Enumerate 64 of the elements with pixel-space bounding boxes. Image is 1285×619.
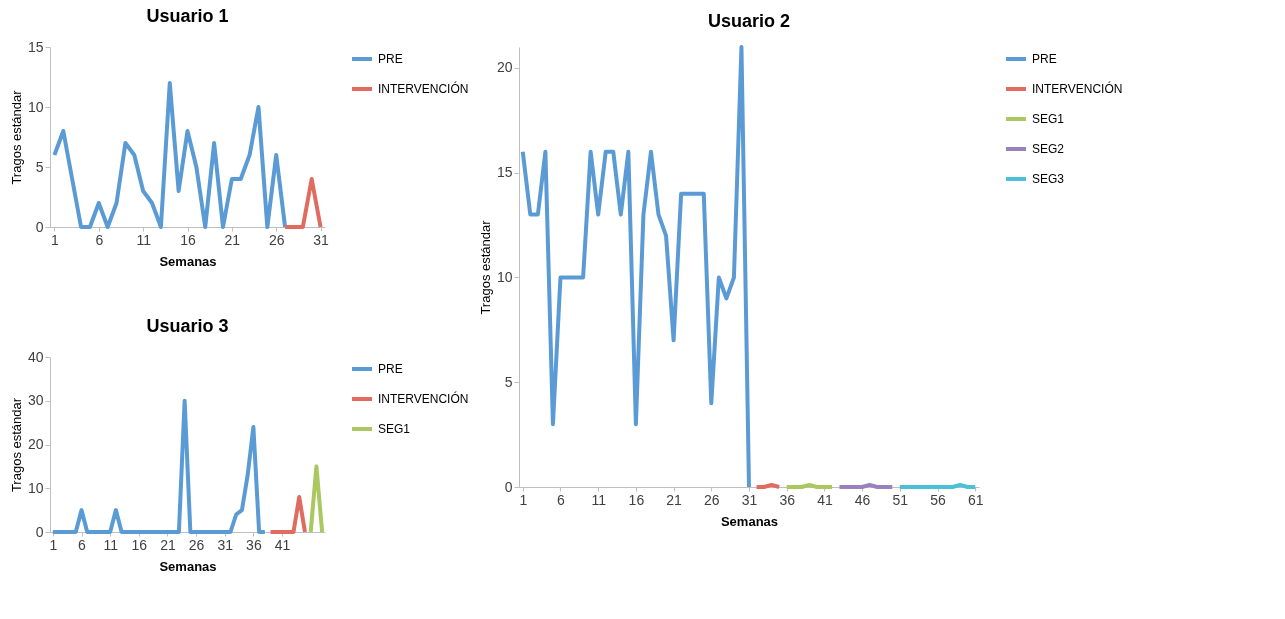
y-tick-label: 20 bbox=[496, 59, 513, 76]
x-tick-label: 26 bbox=[268, 231, 285, 248]
x-tick-label: 16 bbox=[180, 231, 196, 248]
x-tick-label: 1 bbox=[519, 491, 528, 508]
y-axis-title: Tragos estándar bbox=[8, 397, 24, 493]
x-tick-label: 6 bbox=[95, 231, 104, 248]
legend-label: PRE bbox=[1032, 52, 1057, 66]
x-tick-label: 61 bbox=[967, 491, 984, 508]
x-tick-label: 26 bbox=[704, 491, 720, 508]
legend-label: PRE bbox=[378, 362, 403, 376]
x-tick-label: 51 bbox=[892, 491, 909, 508]
legend-label: INTERVENCIÓN bbox=[378, 391, 469, 406]
x-tick-label: 6 bbox=[78, 536, 87, 553]
legend-label: SEG1 bbox=[378, 422, 411, 436]
legend-label: SEG1 bbox=[1032, 112, 1065, 126]
x-tick-label: 21 bbox=[160, 536, 176, 553]
y-tick-label: 15 bbox=[496, 164, 513, 181]
legend-label: INTERVENCIÓN bbox=[1032, 81, 1123, 96]
x-axis-title: Semanas bbox=[159, 253, 217, 269]
x-tick-label: 31 bbox=[741, 491, 758, 508]
y-tick-label: 0 bbox=[35, 523, 44, 540]
x-tick-label: 16 bbox=[628, 491, 645, 508]
y-tick-label: 10 bbox=[27, 479, 44, 496]
x-tick-label: 31 bbox=[313, 231, 330, 248]
x-tick-label: 36 bbox=[246, 536, 262, 553]
y-tick-label: 5 bbox=[504, 373, 513, 390]
legend-label: PRE bbox=[378, 52, 403, 66]
y-tick-label: 15 bbox=[27, 38, 44, 55]
y-axis-title: Tragos estándar bbox=[8, 89, 24, 185]
x-tick-label: 1 bbox=[51, 231, 60, 248]
x-tick-label: 11 bbox=[136, 231, 152, 248]
y-tick-label: 40 bbox=[27, 348, 44, 365]
chart-title: Usuario 2 bbox=[707, 11, 791, 31]
legend-label: SEG2 bbox=[1032, 142, 1065, 156]
x-tick-label: 46 bbox=[854, 491, 871, 508]
x-axis-title: Semanas bbox=[720, 513, 779, 529]
x-tick-label: 21 bbox=[666, 491, 683, 508]
x-tick-label: 11 bbox=[103, 536, 119, 553]
y-tick-label: 5 bbox=[35, 158, 44, 175]
x-tick-label: 31 bbox=[217, 536, 234, 553]
y-axis-title: Tragos estándar bbox=[477, 219, 493, 315]
chart-title: Usuario 3 bbox=[146, 316, 229, 336]
y-tick-label: 0 bbox=[35, 218, 44, 235]
x-tick-label: 1 bbox=[49, 536, 58, 553]
legend-label: SEG3 bbox=[1032, 172, 1065, 186]
x-axis-title: Semanas bbox=[159, 558, 217, 574]
x-tick-label: 26 bbox=[188, 536, 205, 553]
chart-title: Usuario 1 bbox=[146, 6, 229, 26]
x-tick-label: 6 bbox=[557, 491, 566, 508]
x-tick-label: 56 bbox=[930, 491, 947, 508]
y-tick-label: 20 bbox=[27, 436, 44, 452]
x-tick-label: 36 bbox=[779, 491, 796, 508]
x-tick-label: 11 bbox=[591, 491, 607, 508]
x-tick-label: 41 bbox=[274, 536, 291, 553]
x-tick-label: 21 bbox=[224, 231, 241, 248]
x-tick-label: 16 bbox=[131, 536, 148, 553]
y-tick-label: 0 bbox=[504, 478, 513, 495]
y-tick-label: 30 bbox=[27, 392, 44, 409]
y-tick-label: 10 bbox=[27, 98, 44, 115]
x-tick-label: 41 bbox=[817, 491, 833, 508]
line-series bbox=[52, 81, 288, 229]
line-series bbox=[50, 398, 267, 534]
y-tick-label: 10 bbox=[496, 268, 513, 285]
legend-label: INTERVENCIÓN bbox=[378, 81, 469, 96]
